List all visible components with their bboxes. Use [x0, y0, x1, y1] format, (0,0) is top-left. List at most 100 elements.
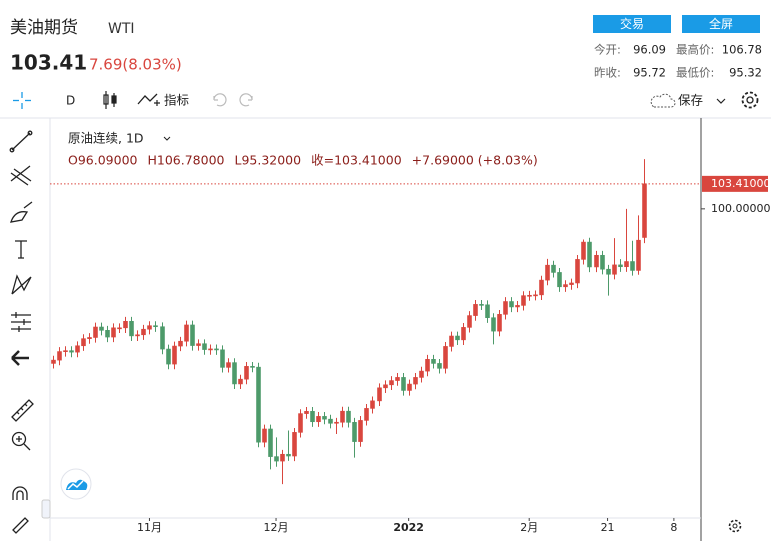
candle-body: [479, 304, 484, 306]
candle-body: [166, 348, 171, 365]
candle-body: [630, 261, 635, 271]
candle-body: [334, 421, 339, 424]
x-tick-label: 2022: [393, 521, 424, 534]
candle-body: [202, 343, 207, 350]
candle-body: [587, 241, 592, 268]
candle-body: [99, 326, 104, 331]
candle-body: [491, 317, 496, 332]
candle-body: [618, 264, 623, 268]
legend-title: 原油连续, 1D: [68, 131, 144, 146]
text-tool[interactable]: [15, 240, 27, 259]
settings-button[interactable]: [741, 91, 759, 109]
candle-body: [51, 359, 56, 364]
candle-body: [449, 335, 454, 347]
candle-body: [443, 346, 448, 369]
candle-body: [346, 410, 351, 423]
candle-body: [389, 380, 394, 386]
candle-body: [377, 387, 382, 402]
y-tick-label: 100.00000: [711, 202, 771, 215]
stat-label: 今开:: [594, 43, 621, 57]
candle-body: [533, 294, 538, 297]
candle-body: [425, 359, 430, 372]
candle-body: [184, 324, 189, 342]
chart-type-button[interactable]: [103, 91, 117, 109]
candle-body: [485, 304, 490, 319]
undo-button[interactable]: [213, 93, 227, 107]
interval-button[interactable]: D: [66, 94, 75, 108]
brush-tool[interactable]: [10, 201, 33, 223]
legend-value: L95.32000: [234, 153, 301, 168]
x-tick-label: 8: [670, 521, 677, 534]
candle-body: [600, 254, 605, 270]
candle-body: [383, 384, 388, 389]
indicator-plus[interactable]: [154, 100, 160, 106]
candle-body: [515, 305, 520, 308]
zoom-tool[interactable]: [11, 431, 27, 447]
fullscreen-button-label[interactable]: 全屏: [709, 16, 733, 31]
legend-value: +7.69000 (+8.03%): [412, 153, 538, 168]
candle-body: [473, 304, 478, 316]
candle-body: [358, 420, 363, 442]
x-tick-label: 21: [601, 521, 615, 534]
candle-body: [419, 370, 424, 378]
candle-body: [545, 264, 550, 281]
prediction-tool[interactable]: [11, 312, 31, 332]
time-axis-settings[interactable]: [728, 519, 742, 533]
trend-line-tool[interactable]: [11, 132, 31, 151]
sidebar-toggle[interactable]: [41, 499, 51, 519]
legend-dropdown[interactable]: [163, 136, 171, 141]
last-price-label: 103.41000: [711, 177, 771, 190]
trade-button-label[interactable]: 交易: [620, 16, 644, 31]
candle-body: [57, 351, 62, 361]
indicator-button[interactable]: 指标: [164, 93, 189, 108]
candle-body: [268, 428, 273, 457]
stat-label: 最高价:: [676, 43, 714, 57]
candle-body: [153, 325, 158, 328]
cloud-icon[interactable]: [650, 93, 676, 108]
candle-body: [563, 284, 568, 288]
pattern-tool[interactable]: [11, 274, 32, 295]
save-dropdown[interactable]: [716, 98, 726, 104]
zoom-tool[interactable]: [16, 436, 31, 451]
candle-body: [467, 315, 472, 328]
candle-body: [364, 408, 369, 421]
candle-body: [431, 359, 436, 364]
back-tool[interactable]: [11, 350, 29, 366]
candle-body: [594, 254, 599, 268]
legend-value: O96.09000: [68, 153, 138, 168]
save-button[interactable]: 保存: [678, 93, 703, 108]
candle-body: [624, 261, 629, 268]
trend-line-tool[interactable]: [9, 147, 15, 153]
candle-body: [352, 422, 357, 442]
candle-body: [581, 241, 586, 260]
ruler-tool[interactable]: [11, 399, 34, 422]
candle-body: [274, 456, 279, 462]
candle-body: [551, 264, 556, 273]
candle-body: [395, 377, 400, 381]
candle-body: [316, 416, 321, 423]
lock-tool[interactable]: [12, 517, 29, 534]
candle-body: [413, 377, 418, 385]
candle-body: [111, 327, 116, 338]
candle-body: [370, 400, 375, 409]
magnet-tool[interactable]: [12, 486, 28, 500]
candle-body: [238, 378, 243, 385]
candle-body: [298, 413, 303, 433]
candle-body: [226, 362, 231, 368]
fullscreen-button[interactable]: [682, 15, 760, 33]
redo-button[interactable]: [239, 93, 253, 107]
candle-body: [642, 183, 647, 238]
candle-body: [539, 279, 544, 296]
crosshair-tool[interactable]: [13, 92, 31, 109]
fib-tool[interactable]: [10, 165, 32, 186]
candle-body: [123, 320, 128, 329]
candle-body: [286, 453, 291, 457]
candle-body: [147, 325, 152, 330]
trade-button[interactable]: [593, 15, 671, 33]
stat-value: 95.72: [633, 66, 666, 80]
trend-line-tool[interactable]: [27, 130, 33, 136]
candle-body: [105, 330, 110, 338]
candle-body: [244, 366, 249, 380]
indicator-icon[interactable]: [137, 93, 158, 105]
candle-body: [575, 259, 580, 284]
